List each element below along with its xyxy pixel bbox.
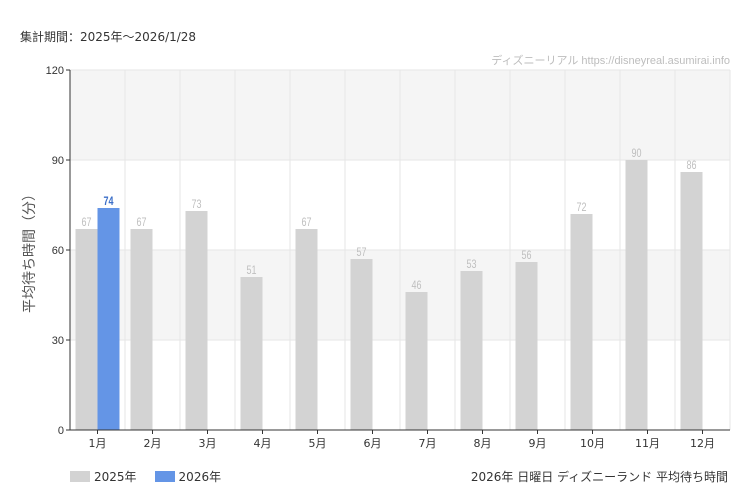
bar-label-2025年-10月: 72 [576, 201, 586, 215]
x-tick-labels: 1月 2月 3月 4月 5月 6月 7月 8月 9月 10月 11月 12月 [89, 437, 716, 450]
y-tick-label-120: 120 [46, 65, 64, 77]
bar-value-labels: 67 74 67 73 51 67 57 46 53 56 72 90 86 [81, 147, 696, 293]
bar-label-2025年-8月: 53 [466, 258, 476, 272]
bar-label-2025年-11月: 90 [631, 147, 641, 161]
legend-label-2025: 2025年 [94, 470, 137, 484]
x-tick-label-5: 5月 [309, 437, 327, 450]
x-tick-label-1: 1月 [89, 437, 107, 450]
bar-label-2025年-2月: 67 [136, 216, 146, 230]
legend-item-2025[interactable]: 2025年 [70, 468, 137, 485]
x-tick-label-3: 3月 [199, 437, 217, 450]
legend-label-2026: 2026年 [178, 470, 222, 484]
bar-2025年-9月 [515, 262, 538, 430]
bar-2025年-12月 [680, 172, 703, 430]
watermark-text: ディズニーリアル https://disneyreal.asumirai.inf… [491, 53, 730, 67]
bar-2025年-5月 [295, 229, 318, 430]
bar-label-2025年-1月: 67 [81, 216, 91, 230]
x-tick-label-4: 4月 [254, 437, 272, 450]
bars [75, 160, 703, 430]
legend: 2025年 2026年 [70, 468, 221, 485]
y-axis-label: 平均待ち時間（分） [22, 187, 38, 313]
axes [66, 69, 730, 434]
bar-2025年-6月 [350, 259, 373, 430]
chart-caption: 2026年 日曜日 ディズニーランド 平均待ち時間 [470, 470, 728, 484]
x-tick-label-7: 7月 [419, 437, 437, 450]
bar-2025年-7月 [405, 292, 428, 430]
x-tick-label-2: 2月 [144, 437, 162, 450]
y-tick-labels: 0 30 60 90 120 [46, 65, 64, 437]
x-tick-label-8: 8月 [474, 437, 492, 450]
bar-2025年-1月 [75, 229, 98, 430]
bar-label-2025年-4月: 51 [246, 264, 256, 278]
x-tick-label-11: 11月 [635, 437, 660, 450]
x-tick-label-9: 9月 [529, 437, 547, 450]
y-tick-label-30: 30 [52, 335, 64, 347]
x-tick-label-6: 6月 [364, 437, 382, 450]
bar-label-2025年-6月: 57 [356, 246, 366, 260]
bar-label-2025年-7月: 46 [411, 279, 421, 293]
legend-swatch-2025 [70, 471, 90, 482]
bar-label-2025年-12月: 86 [686, 159, 696, 173]
y-tick-label-90: 90 [52, 155, 64, 167]
bar-2025年-2月 [130, 229, 153, 430]
bar-label-2025年-9月: 56 [521, 249, 531, 263]
bar-label-2025年-3月: 73 [191, 198, 201, 212]
bar-2025年-10月 [570, 214, 593, 430]
y-tick-label-0: 0 [58, 425, 64, 437]
y-tick-label-60: 60 [52, 245, 64, 257]
period-label: 集計期間：2025年～2026/1/28 [20, 30, 197, 44]
bar-label-2025年-5月: 67 [301, 216, 311, 230]
bar-2025年-8月 [460, 271, 483, 430]
bar-2025年-3月 [185, 211, 208, 430]
bar-2026年-1月 [97, 208, 120, 430]
bar-2025年-4月 [240, 277, 263, 430]
legend-swatch-2026 [154, 471, 175, 482]
legend-item-2026[interactable]: 2026年 [154, 468, 222, 485]
bar-label-2026年-1月: 74 [103, 195, 113, 209]
bar-2025年-11月 [625, 160, 648, 430]
x-tick-label-10: 10月 [580, 437, 605, 450]
x-tick-label-12: 12月 [690, 437, 715, 450]
